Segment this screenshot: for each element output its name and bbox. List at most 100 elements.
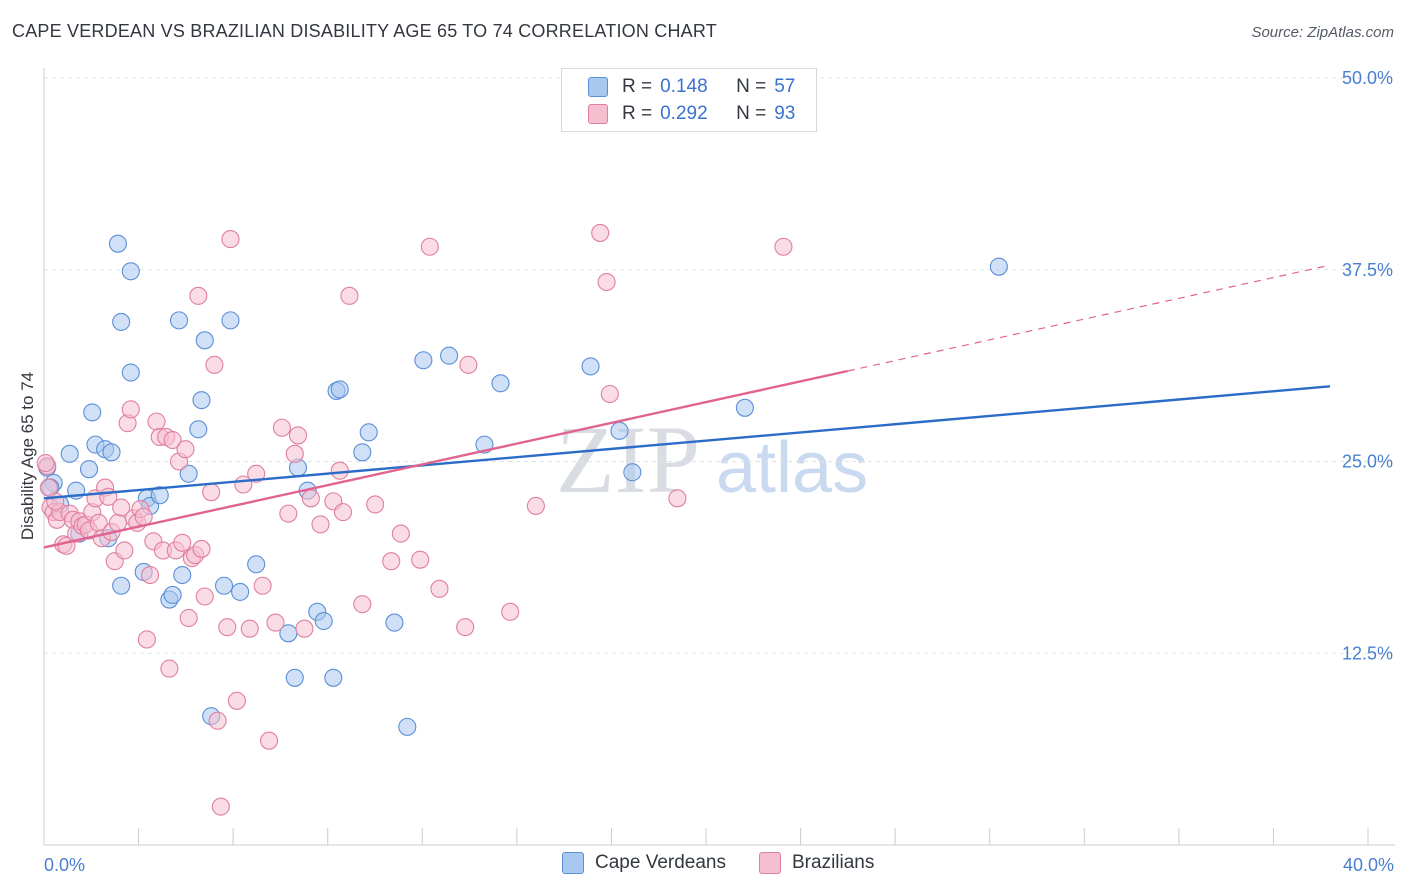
cape-verdean-point (491, 374, 510, 393)
cape-verdeans-trend-line (43, 385, 1331, 500)
cape-verdean-point (330, 380, 349, 399)
legend-r-value: 0.292 (660, 103, 708, 124)
brazilians-trend-line (43, 369, 849, 549)
brazilian-point (333, 503, 353, 522)
cape-verdean-point (192, 391, 211, 410)
brazilian-point (288, 426, 308, 445)
source-attribution: Source: ZipAtlas.com (1251, 24, 1394, 41)
chart-title: CAPE VERDEAN VS BRAZILIAN DISABILITY AGE… (12, 21, 717, 41)
brazilian-point (137, 630, 156, 649)
bottom-legend-label: Cape Verdeans (595, 852, 726, 873)
legend-r-value: 0.148 (660, 76, 708, 97)
brazilian-point (112, 498, 131, 517)
brazilian-point (391, 524, 410, 543)
cape-verdean-point (385, 613, 404, 632)
cape-verdean-point (112, 576, 131, 595)
legend-n-label: N = (736, 76, 767, 97)
brazilians-trend-extension (847, 264, 1331, 372)
legend-n-label: N = (736, 103, 767, 124)
correlation-legend: R = 0.148 N = 57 R = 0.292 N = 93 (561, 68, 817, 132)
bottom-legend-label: Brazilians (792, 852, 875, 873)
legend-r-label: R = (622, 103, 653, 124)
cape-verdean-point (581, 357, 600, 376)
brazilian-point (526, 496, 545, 516)
brazilian-point (366, 495, 385, 514)
cape-verdean-point (83, 403, 102, 422)
brazilian-point (340, 286, 359, 305)
brazilian-point (353, 595, 372, 614)
y-tick-label: 50.0% (1342, 68, 1393, 88)
brazilian-point (36, 453, 55, 473)
cape-verdean-point (359, 423, 378, 442)
y-tick-label: 25.0% (1342, 452, 1393, 472)
brazilian-point (272, 418, 291, 437)
brazilian-point (420, 237, 439, 256)
brazilian-point (774, 237, 793, 256)
cape-verdean-point (735, 398, 754, 417)
brazilian-point (240, 619, 259, 638)
cape-verdean-point (108, 234, 127, 253)
cape-verdean-point (285, 668, 304, 687)
brazilian-point (668, 489, 687, 508)
x-tick-label: 40.0% (1343, 855, 1394, 875)
cape-verdean-point (189, 420, 208, 439)
brazilian-point (176, 440, 195, 459)
y-tick-label: 12.5% (1342, 643, 1393, 663)
brazilian-point (46, 492, 65, 511)
bottom-legend-swatch-blue (562, 852, 584, 874)
y-axis-label: Disability Age 65 to 74 (18, 372, 37, 540)
legend-swatch-pink (588, 104, 608, 124)
cape-verdean-point (247, 555, 266, 574)
brazilian-point (330, 461, 349, 480)
brazilian-point (173, 533, 192, 552)
x-tick-label: 0.0% (44, 855, 85, 875)
y-tick-label: 37.5% (1342, 260, 1393, 280)
bottom-legend-brazilians: Brazilians (759, 852, 874, 874)
brazilian-point (134, 507, 153, 526)
brazilian-point (259, 731, 279, 750)
brazilian-point (189, 286, 208, 305)
brazilian-point (211, 797, 230, 816)
cape-verdean-point (150, 486, 169, 505)
brazilian-point (456, 618, 475, 637)
cape-verdean-point (173, 565, 192, 585)
cape-verdean-point (398, 717, 417, 736)
bottom-legend-swatch-pink (759, 852, 781, 874)
brazilian-point (301, 489, 320, 508)
brazilian-point (208, 711, 227, 730)
brazilian-point (160, 659, 179, 678)
brazilian-point (195, 587, 214, 606)
brazilian-point (121, 400, 140, 419)
legend-r-label: R = (622, 76, 653, 97)
brazilian-point (253, 576, 272, 595)
legend-row-brazilians: R = 0.292 N = 93 (588, 102, 795, 126)
legend-row-cape-verdeans: R = 0.148 N = 57 (588, 75, 795, 99)
cape-verdean-point (414, 351, 433, 370)
brazilian-point (141, 565, 160, 585)
brazilian-point (147, 412, 166, 431)
cape-verdean-point (121, 363, 140, 382)
cape-verdean-point (214, 576, 234, 595)
brazilian-point (459, 355, 478, 374)
cape-verdean-point (989, 257, 1008, 276)
cape-verdean-point (195, 331, 214, 350)
legend-n-value: 93 (774, 103, 796, 124)
zipatlas-watermark: ZIP atlas (556, 406, 868, 513)
gridlines (44, 77, 1395, 654)
cape-verdean-point (79, 460, 99, 479)
cape-verdean-point (610, 421, 629, 440)
brazilian-point (247, 464, 266, 483)
cape-verdean-point (623, 463, 642, 482)
brazilian-point (501, 602, 520, 621)
cape-verdean-point (60, 444, 79, 463)
brazilian-point (279, 504, 298, 523)
trend-lines (43, 264, 1331, 549)
y-axis-tick-labels: 12.5% 25.0% 37.5% 50.0% (1342, 68, 1393, 663)
cape-verdean-point (221, 311, 240, 330)
cape-verdean-point (314, 611, 333, 631)
brazilian-point (411, 550, 430, 569)
brazilian-point (266, 613, 285, 632)
x-axis-tick-labels: 0.0% 40.0% (44, 855, 1394, 875)
brazilian-point (218, 618, 237, 637)
